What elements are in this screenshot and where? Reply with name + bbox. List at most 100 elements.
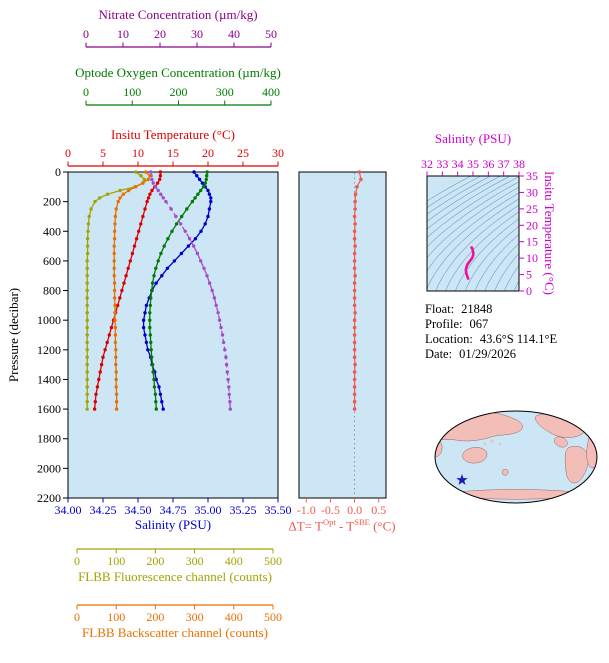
svg-text:0: 0 [74,610,80,624]
svg-text:2200: 2200 [37,491,61,505]
delta-t-axis-title: ΔT= TOpt - TSBE (°C) [288,517,395,534]
svg-text:1600: 1600 [37,402,61,416]
oxygen-axis: 0 100 200 300 400 [83,85,280,106]
svg-text:34.75: 34.75 [160,503,187,517]
svg-text:35.25: 35.25 [230,503,257,517]
map-outline [434,410,598,504]
svg-text:35: 35 [467,157,479,171]
svg-text:15: 15 [526,235,538,249]
series-oxygen [148,170,209,411]
float-info: Float: 21848 Profile: 067 Location: 43.6°S … [425,302,557,362]
profile-label: Profile: [425,317,463,331]
delta-t-title-sup-sbe: SBE [354,517,370,527]
svg-text:36: 36 [482,157,494,171]
nitrate-axis-title: Nitrate Concentration (µm/kg) [98,7,258,22]
svg-text:5: 5 [526,268,532,282]
series-temperature [92,170,163,411]
series-nitrate [149,170,232,411]
date-row: Date: 01/29/2026 [425,347,557,362]
world-map [434,410,598,504]
delta-t-title-suffix: (°C) [369,518,396,534]
date-value: 01/29/2026 [459,347,517,361]
svg-text:50: 50 [265,27,277,41]
svg-text:30: 30 [272,146,284,160]
svg-text:400: 400 [225,610,243,624]
svg-text:1000: 1000 [37,313,61,327]
backscatter-axis-title: FLBB Backscatter channel (counts) [82,625,268,640]
svg-text:0.0: 0.0 [347,503,362,517]
delta-t-title-sup-opt: Opt [322,517,336,527]
svg-text:34.00: 34.00 [55,503,82,517]
salinity-axis-title: Salinity (PSU) [134,517,212,532]
svg-text:200: 200 [146,554,164,568]
float-value: 21848 [461,302,493,316]
float-id-row: Float: 21848 [425,302,557,317]
svg-text:34.50: 34.50 [125,503,152,517]
svg-text:34.25: 34.25 [90,503,117,517]
svg-text:10: 10 [526,251,538,265]
svg-text:34: 34 [452,157,464,171]
svg-text:200: 200 [170,85,188,99]
svg-text:500: 500 [264,554,282,568]
svg-text:0: 0 [65,146,71,160]
svg-text:20: 20 [202,146,214,160]
svg-text:100: 100 [107,610,125,624]
delta-t-title-mid: - T [335,518,355,534]
series-backscatter [112,170,152,411]
svg-text:37: 37 [498,157,510,171]
float-location-star [456,474,468,485]
svg-text:5: 5 [100,146,106,160]
svg-text:30: 30 [526,185,538,199]
svg-text:400: 400 [43,224,61,238]
svg-text:100: 100 [107,554,125,568]
profile-value: 067 [469,317,489,331]
svg-text:25: 25 [526,202,538,216]
pressure-axis: 0 200 400 600 800 1000 1200 1400 1600 1800 2000 220… [37,165,68,505]
series-delta-t [352,170,363,411]
svg-text:35: 35 [526,169,538,183]
location-row: Location: 43.6°S 114.1°E [425,332,557,347]
svg-text:300: 300 [186,554,204,568]
svg-text:33: 33 [436,157,448,171]
svg-text:10: 10 [132,146,144,160]
fluorescence-axis: 0 100 200 300 400 500 [74,548,282,568]
svg-text:10: 10 [117,27,129,41]
svg-text:500: 500 [264,610,282,624]
ts-profile-curve [464,246,475,280]
svg-text:35.50: 35.50 [265,503,292,517]
ts-temperature-axis: 0 5 10 15 20 25 30 35 [519,169,538,298]
svg-text:200: 200 [146,610,164,624]
svg-text:0: 0 [526,284,532,298]
pressure-axis-title: Pressure (decibar) [6,287,21,383]
svg-text:800: 800 [43,284,61,298]
svg-text:1200: 1200 [37,343,61,357]
ts-temperature-axis-title: Insitu Temperature (°C) [542,171,557,295]
svg-text:15: 15 [167,146,179,160]
svg-text:0.5: 0.5 [371,503,386,517]
backscatter-axis: 0 100 200 300 400 500 [74,604,282,624]
svg-text:35.00: 35.00 [195,503,222,517]
svg-text:1800: 1800 [37,432,61,446]
delta-t-axis: -1.0 -0.5 0.0 0.5 [297,498,386,517]
salinity-axis: 34.00 34.25 34.50 34.75 35.00 35.25 35.50 [55,498,292,517]
svg-text:38: 38 [513,157,525,171]
ts-salinity-axis: 32 33 34 35 36 37 38 [421,157,525,176]
svg-text:2000: 2000 [37,461,61,475]
float-label: Float: [425,302,455,316]
svg-text:0: 0 [83,27,89,41]
svg-text:-1.0: -1.0 [297,503,316,517]
svg-text:600: 600 [43,254,61,268]
profile-row: Profile: 067 [425,317,557,332]
svg-text:400: 400 [262,85,280,99]
svg-text:20: 20 [154,27,166,41]
svg-text:100: 100 [123,85,141,99]
ts-plot-area [427,176,519,291]
svg-text:32: 32 [421,157,433,171]
svg-text:200: 200 [43,195,61,209]
nitrate-axis: 0 10 20 30 40 50 [83,27,277,48]
svg-text:0: 0 [55,165,61,179]
location-value: 43.6°S 114.1°E [479,332,558,346]
svg-text:20: 20 [526,218,538,232]
location-label: Location: [425,332,473,346]
